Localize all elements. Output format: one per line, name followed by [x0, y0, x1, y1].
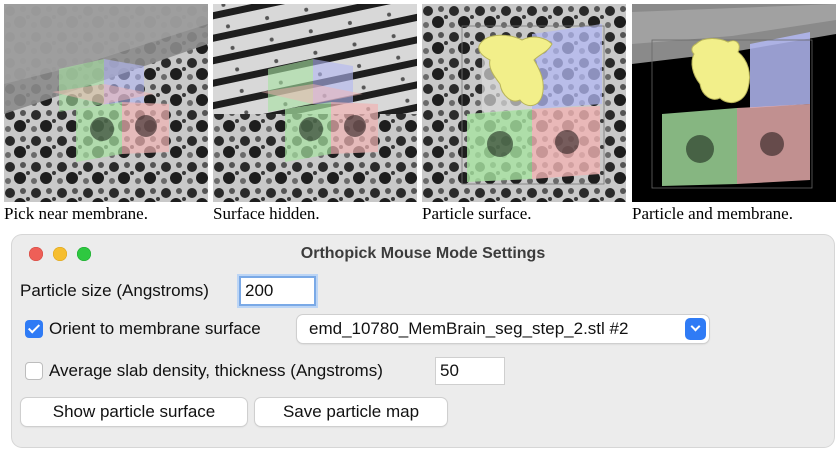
- caption-2: Surface hidden.: [213, 204, 320, 223]
- orient-checkbox[interactable]: [25, 320, 43, 338]
- view-surface-hidden: [213, 4, 417, 202]
- caption-3: Particle surface.: [422, 204, 532, 223]
- membrane-model-popup[interactable]: emd_10780_MemBrain_seg_step_2.stl #2: [297, 315, 709, 343]
- ortho-planes: [261, 59, 378, 162]
- settings-window: Orthopick Mouse Mode Settings Particle s…: [12, 235, 834, 447]
- particle-surface: [691, 38, 751, 104]
- caption-1: Pick near membrane.: [4, 204, 148, 223]
- tomogram-view-2: [213, 4, 417, 202]
- orient-label: Orient to membrane surface: [49, 319, 261, 338]
- chevron-down-icon[interactable]: [685, 318, 706, 340]
- view-particle-and-membrane: [632, 4, 836, 202]
- membrane-model-value: emd_10780_MemBrain_seg_step_2.stl #2: [309, 319, 629, 338]
- slab-checkbox[interactable]: [25, 362, 43, 380]
- particle-surface: [478, 34, 553, 106]
- slab-thickness-input[interactable]: 50: [435, 357, 505, 385]
- view-pick-near-membrane: [4, 4, 208, 202]
- show-particle-surface-button[interactable]: Show particle surface: [21, 398, 247, 426]
- minimize-window-button[interactable]: [53, 247, 67, 261]
- title-bar[interactable]: Orthopick Mouse Mode Settings: [12, 235, 834, 273]
- window-title: Orthopick Mouse Mode Settings: [300, 245, 546, 262]
- caption-4: Particle and membrane.: [632, 204, 793, 223]
- ortho-planes: [52, 59, 169, 162]
- tomogram-view-4: [632, 4, 836, 202]
- particle-size-input[interactable]: 200: [239, 276, 316, 306]
- close-window-button[interactable]: [29, 247, 43, 261]
- save-particle-map-button[interactable]: Save particle map: [255, 398, 447, 426]
- slab-label: Average slab density, thickness (Angstro…: [49, 361, 383, 380]
- tomogram-view-3: [422, 4, 626, 202]
- view-particle-surface: [422, 4, 626, 202]
- tomogram-view-1: [4, 4, 208, 202]
- zoom-window-button[interactable]: [77, 247, 91, 261]
- particle-size-label: Particle size (Angstroms): [20, 281, 209, 300]
- ortho-planes: [651, 32, 813, 189]
